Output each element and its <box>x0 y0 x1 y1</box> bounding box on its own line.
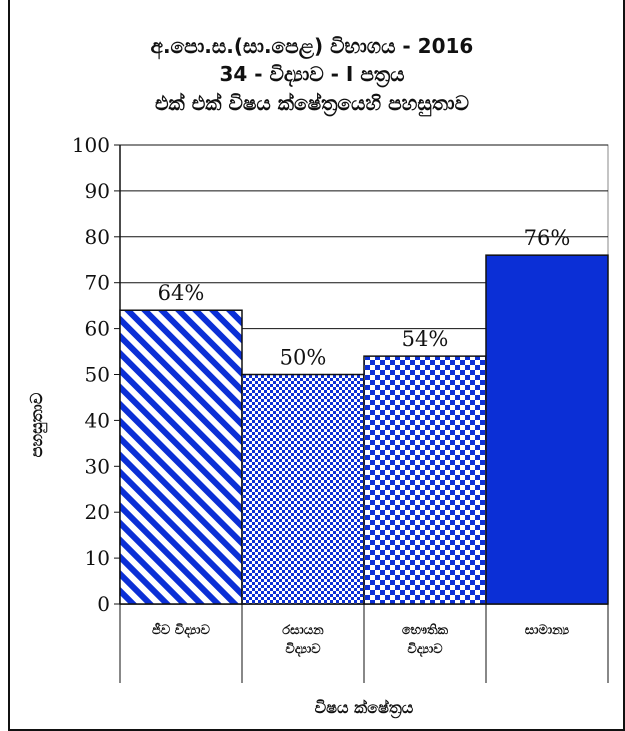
y-tick-label: 70 <box>85 271 110 295</box>
bar <box>241 373 365 605</box>
category-label: ජීව විද්‍යාව <box>152 622 211 639</box>
y-tick-labels: 0 10 20 30 40 50 60 70 80 90 100 <box>72 133 110 616</box>
chart-title-line-2: 34 - විද්‍යාව - I පත්‍රය <box>219 62 404 88</box>
category-labels: ජීව විද්‍යාව රසායන විද්‍යාව භෞතික විද්‍යාව සා… <box>152 622 570 658</box>
y-axis-title: පහසුතාව <box>27 392 48 457</box>
data-label: 54% <box>402 327 449 351</box>
y-tick-label: 10 <box>85 546 110 570</box>
chart-title-line-1: අ.පො.ස.(සා.පෙළ) විභාගය - 2016 <box>151 34 474 60</box>
category-label: විද්‍යාව <box>407 641 443 658</box>
y-tick-label: 90 <box>85 179 110 203</box>
category-label: විද්‍යාව <box>285 641 321 658</box>
category-label: භෞතික <box>402 622 449 638</box>
y-tick-label: 30 <box>85 454 110 478</box>
data-label: 64% <box>158 281 205 305</box>
category-label: රසායන <box>282 623 324 638</box>
y-tick-label: 20 <box>85 500 110 524</box>
chart-title-line-3: එක් එක් විෂය ක්ෂේත්‍රයෙහි පහසුතාව <box>155 91 469 118</box>
y-tick-label: 60 <box>85 317 110 341</box>
bar <box>363 355 487 605</box>
data-label: 76% <box>524 226 571 250</box>
y-tick-label: 80 <box>85 225 110 249</box>
chart-frame <box>8 0 625 731</box>
data-label: 50% <box>280 346 327 370</box>
x-axis-title: විෂය ක්ෂේත්‍රය <box>315 698 414 719</box>
bar <box>119 309 243 605</box>
bars <box>119 254 609 605</box>
y-tick-label: 0 <box>97 592 110 616</box>
y-tick-label: 100 <box>72 133 110 157</box>
y-tick-label: 40 <box>85 408 110 432</box>
y-tick-label: 50 <box>85 363 110 387</box>
bar <box>485 254 609 605</box>
category-label: සාමාන්‍ය <box>525 623 570 638</box>
data-labels: 64% 50% 54% 76% <box>158 226 571 369</box>
